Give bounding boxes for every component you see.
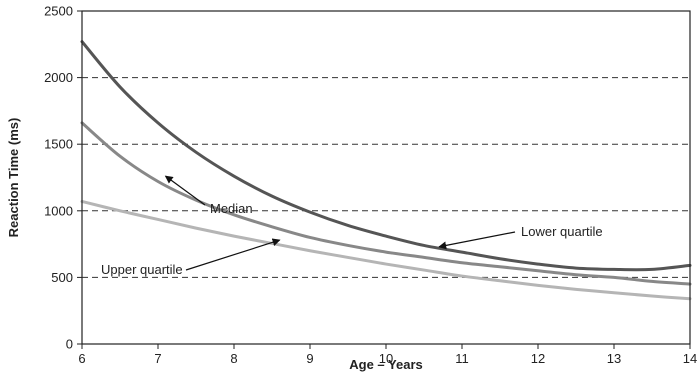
x-tick-label: 9 <box>306 351 313 366</box>
y-tick-label: 500 <box>51 270 73 285</box>
series-line-upper-quartile <box>80 199 692 301</box>
series-lines <box>80 40 692 301</box>
series-line-lower-quartile <box>80 40 692 272</box>
gridlines <box>82 77 690 278</box>
x-tick-label: 10 <box>379 351 393 366</box>
y-axis-title: Reaction Time (ms) <box>6 118 21 238</box>
annotation-arrow <box>438 231 516 250</box>
y-tick-label: 2500 <box>44 4 73 19</box>
x-tick-label: 12 <box>531 351 545 366</box>
plot-frame <box>81 10 691 345</box>
y-tick-label: 2000 <box>44 70 73 85</box>
x-tick-label: 8 <box>230 351 237 366</box>
x-axis-ticks: 6 7 8 9 10 11 12 13 14 <box>78 344 697 366</box>
annotation-label: Lower quartile <box>521 224 603 239</box>
annotations: Median Lower quartile Upper quartile <box>101 175 603 277</box>
x-tick-label: 6 <box>78 351 85 366</box>
y-tick-label: 1500 <box>44 137 73 152</box>
x-tick-label: 14 <box>683 351 697 366</box>
annotation-arrow <box>185 238 281 271</box>
y-axis-ticks: 0 500 1000 1500 2000 2500 <box>44 4 82 352</box>
series-line-median <box>80 121 692 286</box>
annotation-label: Upper quartile <box>101 262 183 277</box>
y-tick-label: 1000 <box>44 203 73 218</box>
x-tick-label: 7 <box>154 351 161 366</box>
x-tick-label: 11 <box>455 351 469 366</box>
y-tick-label: 0 <box>66 337 73 352</box>
x-axis-title: Age – Years <box>349 357 422 372</box>
x-tick-label: 13 <box>607 351 621 366</box>
annotation-label: Median <box>210 201 253 216</box>
annotation-arrow <box>164 175 206 206</box>
